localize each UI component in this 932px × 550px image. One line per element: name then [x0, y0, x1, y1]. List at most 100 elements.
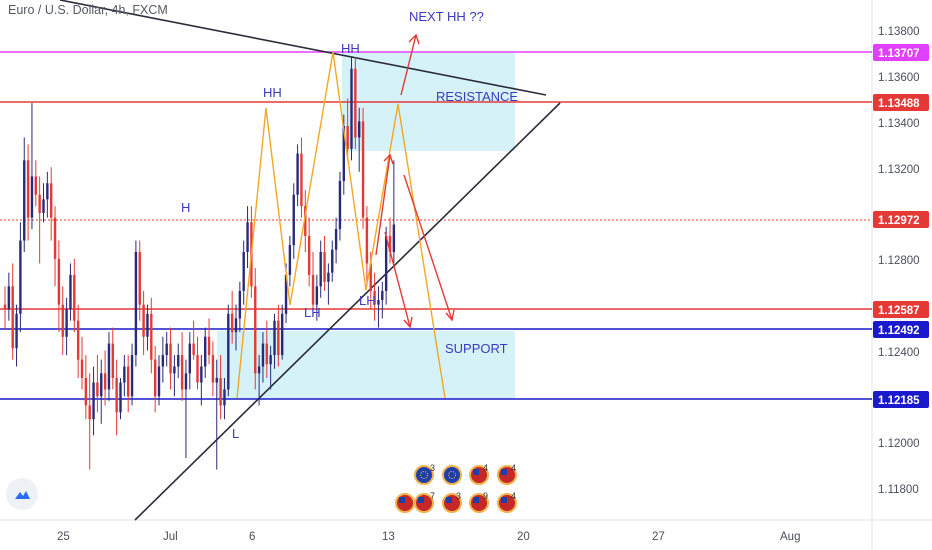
price-tag-bg — [873, 301, 929, 318]
candle-up — [261, 343, 265, 367]
candle-up — [157, 366, 161, 397]
candle-up — [342, 125, 345, 181]
candle-up — [377, 300, 380, 305]
x-tick-label: 6 — [249, 531, 255, 543]
projection-arrows — [375, 33, 455, 329]
svg-text:4: 4 — [483, 463, 488, 473]
price-tag-bg — [873, 94, 929, 111]
candle-down — [50, 183, 53, 218]
candle-down — [153, 359, 157, 397]
y-tick-label: 1.12400 — [878, 347, 920, 359]
candle-up — [296, 153, 299, 195]
x-tick-label: Jul — [163, 531, 178, 543]
descending-trendline — [59, 0, 547, 96]
candle-up — [238, 290, 242, 319]
candle-down — [373, 290, 376, 305]
candle-down — [300, 153, 303, 207]
candle-up — [200, 366, 203, 383]
price-tag-1.13488: 1.13488 — [878, 98, 920, 110]
us-event-icon[interactable] — [395, 493, 415, 513]
tradingview-logo[interactable] — [6, 478, 38, 510]
candle-up — [215, 377, 218, 383]
us-event-icon[interactable]: 4 — [497, 463, 517, 485]
us-event-icon[interactable]: 9 — [469, 491, 489, 513]
candle-up — [273, 320, 276, 356]
candle-up — [100, 373, 103, 397]
candle-up — [384, 235, 388, 291]
candle-down — [323, 251, 326, 282]
candle-up — [161, 355, 165, 367]
svg-text:3: 3 — [430, 463, 435, 473]
candle-up — [315, 286, 319, 305]
us-event-icon[interactable]: 4 — [469, 463, 489, 485]
ascending-trendline — [134, 102, 561, 521]
eu-event-icon[interactable] — [442, 465, 462, 485]
price-tags: 1.13707 1.13488 1.12972 1.12587 1.12492 … — [873, 44, 929, 408]
candle-up — [288, 245, 292, 275]
candle-down — [34, 176, 37, 195]
arrow-down-left-head — [403, 316, 413, 329]
candles-group — [3, 57, 396, 470]
candle-down — [80, 359, 84, 378]
us-event-icon[interactable]: 7 — [414, 491, 435, 513]
candle-up — [242, 251, 245, 291]
candle-down — [311, 274, 315, 305]
y-tick-label: 1.13200 — [878, 164, 920, 176]
y-tick-label: 1.13800 — [878, 26, 920, 38]
price-tag-1.12972: 1.12972 — [878, 215, 920, 227]
candle-up — [177, 355, 180, 367]
price-axis[interactable]: 1.13800 1.13600 1.13400 1.13200 1.12800 … — [878, 26, 920, 496]
candle-down — [73, 274, 76, 321]
candle-up — [284, 274, 288, 314]
candle-down — [365, 217, 369, 264]
candle-down — [84, 377, 88, 406]
candle-up — [15, 313, 18, 349]
svg-text:3: 3 — [456, 491, 461, 501]
us-event-icon[interactable]: 3 — [442, 491, 462, 513]
time-axis[interactable]: 25 Jul 6 13 20 27 Aug — [57, 531, 800, 543]
label-l: L — [232, 426, 239, 441]
candle-up — [257, 366, 261, 374]
zigzag-wave-line — [236, 51, 446, 399]
label-next-hh: NEXT HH ?? — [409, 9, 484, 24]
price-tag-bg — [873, 391, 929, 408]
candle-down — [103, 373, 107, 390]
us-event-icon[interactable]: 4 — [497, 491, 517, 513]
candle-down — [346, 125, 349, 149]
candle-down — [138, 251, 141, 305]
label-support: SUPPORT — [445, 341, 508, 356]
svg-text:9: 9 — [483, 491, 488, 501]
candle-up — [173, 366, 176, 374]
candle-down — [219, 377, 222, 406]
candle-down — [169, 343, 172, 374]
price-tag-1.12587: 1.12587 — [878, 305, 920, 317]
y-tick-label: 1.13600 — [878, 72, 920, 84]
candle-up — [358, 121, 361, 138]
arrow-next-hh-head — [408, 33, 420, 45]
svg-text:7: 7 — [430, 491, 435, 501]
event-icons[interactable]: 3 4 4 7 — [395, 463, 517, 513]
candle-down — [354, 68, 357, 138]
candle-down — [307, 235, 311, 275]
candle-up — [338, 180, 342, 230]
candle-down — [369, 263, 372, 291]
candle-down — [150, 313, 153, 360]
label-lh-left: LH — [304, 305, 321, 320]
candle-up — [119, 382, 122, 413]
candle-up — [392, 224, 396, 252]
candle-up — [246, 222, 249, 252]
candle-up — [350, 68, 353, 149]
candle-down — [196, 355, 199, 383]
cloud-logo-icon — [15, 491, 30, 499]
candle-down — [57, 258, 61, 305]
candle-down — [142, 304, 145, 337]
candle-down — [111, 343, 114, 378]
candle-down — [61, 304, 64, 337]
candle-up — [334, 229, 338, 250]
arrow-down-right-head — [445, 309, 455, 322]
eu-event-icon[interactable]: 3 — [414, 463, 435, 485]
label-resistance: RESISTANCE — [436, 89, 518, 104]
svg-text:4: 4 — [511, 463, 516, 473]
